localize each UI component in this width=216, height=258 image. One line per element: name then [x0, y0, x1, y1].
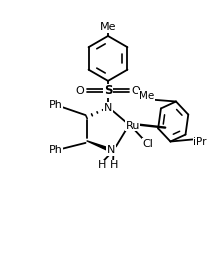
Polygon shape	[87, 141, 112, 152]
Text: iPr: iPr	[193, 137, 207, 147]
Text: Me: Me	[100, 22, 116, 33]
Text: N: N	[107, 146, 115, 155]
Text: N: N	[104, 103, 112, 112]
Text: H: H	[97, 160, 106, 170]
Text: Ph: Ph	[49, 146, 63, 155]
Text: O: O	[76, 86, 85, 96]
Text: Ph: Ph	[49, 100, 63, 110]
Text: Me: Me	[139, 91, 154, 101]
Text: H: H	[110, 160, 119, 170]
Text: Cl: Cl	[142, 139, 153, 149]
Text: S: S	[104, 84, 112, 98]
Text: O: O	[131, 86, 140, 96]
Text: Ru: Ru	[125, 121, 140, 131]
